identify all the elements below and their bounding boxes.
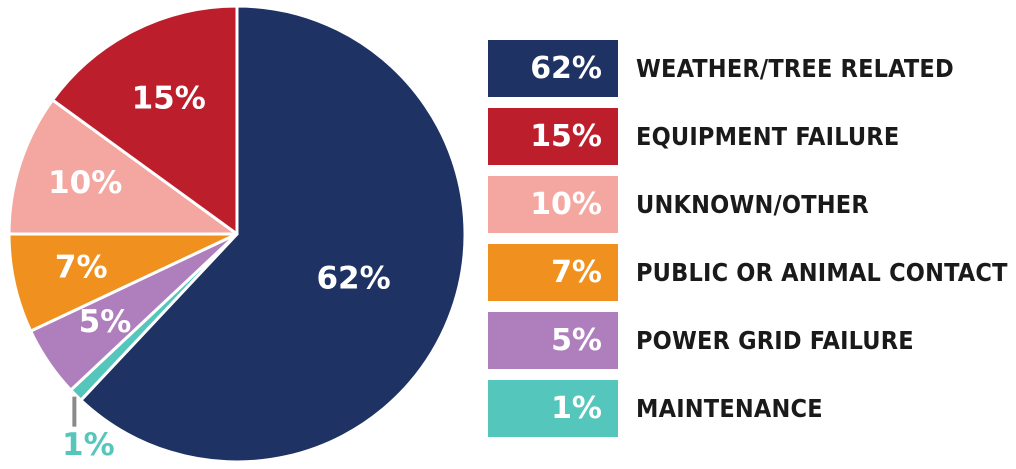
legend-label: UNKNOWN/OTHER	[636, 190, 869, 219]
legend-item-unknown-other: 10% UNKNOWN/OTHER	[488, 176, 1008, 233]
legend-swatch: 10%	[488, 176, 618, 233]
legend-swatch: 62%	[488, 40, 618, 97]
legend-label: WEATHER/TREE RELATED	[636, 54, 954, 83]
legend-swatch: 15%	[488, 108, 618, 165]
legend-swatch: 7%	[488, 244, 618, 301]
legend-item-equipment-failure: 15% EQUIPMENT FAILURE	[488, 108, 1008, 165]
pie-slice-unknown-other	[7, 98, 239, 236]
legend-item-power-grid-failure: 5% POWER GRID FAILURE	[488, 312, 1008, 369]
pie-label-unknown-other: 10%	[48, 165, 122, 201]
pie-label-weather-tree-related: 62%	[316, 261, 390, 297]
legend-swatch: 1%	[488, 380, 618, 437]
legend-item-public-or-animal-contact: 7% PUBLIC OR ANIMAL CONTACT	[488, 244, 1008, 301]
legend: 62% WEATHER/TREE RELATED 15% EQUIPMENT FAIL…	[488, 40, 1008, 437]
pie-chart: 62% 1% 5% 7% 10% 15%	[7, 4, 467, 464]
legend-label: PUBLIC OR ANIMAL CONTACT	[636, 258, 1008, 287]
pie-slice-equipment-failure	[51, 4, 239, 236]
legend-label: EQUIPMENT FAILURE	[636, 122, 900, 151]
legend-item-maintenance: 1% MAINTENANCE	[488, 380, 1008, 437]
legend-item-weather-tree-related: 62% WEATHER/TREE RELATED	[488, 40, 1008, 97]
pie-slice-weather-tree-related	[79, 4, 467, 464]
pie-label-maintenance: 1%	[62, 427, 115, 463]
pie-label-power-grid-failure: 5%	[79, 304, 132, 340]
legend-swatch: 5%	[488, 312, 618, 369]
pie-label-equipment-failure: 15%	[132, 80, 206, 116]
legend-label: POWER GRID FAILURE	[636, 326, 914, 355]
legend-label: MAINTENANCE	[636, 394, 823, 423]
pie-label-public-or-animal-contact: 7%	[55, 249, 108, 285]
